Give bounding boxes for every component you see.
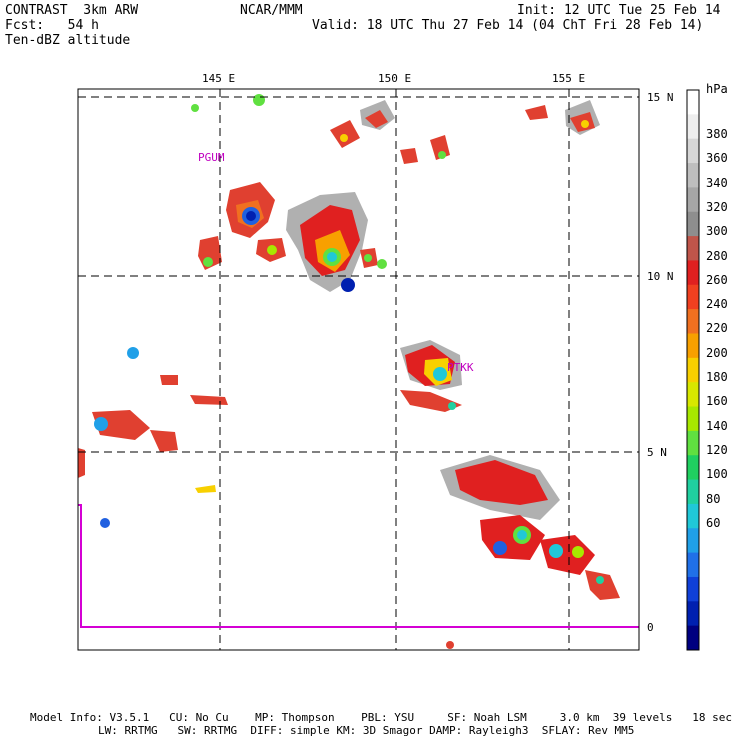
colorbar-swatch: [687, 576, 699, 602]
equator-line: [78, 504, 639, 628]
colorbar-frame: [686, 89, 700, 651]
lat-label-5: 5 N: [647, 446, 667, 459]
colorbar-swatch: [687, 528, 699, 554]
lon-label-145: 145 E: [202, 72, 235, 85]
colorbar-label: 340: [706, 175, 728, 190]
colorbar-label: 240: [706, 297, 728, 312]
colorbar-label: 280: [706, 248, 728, 263]
lat-label-15: 15 N: [647, 91, 674, 104]
colorbar-label: 80: [706, 491, 721, 506]
colorbar-swatch: [687, 236, 699, 261]
colorbar-label: 60: [706, 515, 721, 530]
header-model: CONTRAST 3km ARW: [5, 3, 139, 18]
colorbar-swatch: [687, 455, 699, 481]
colorbar-swatch: [687, 163, 699, 188]
colorbar-swatch: [687, 309, 699, 334]
header-field: Ten-dBZ altitude: [5, 33, 131, 48]
radar-echoes: [78, 94, 620, 649]
colorbar-unit: hPa: [706, 82, 728, 96]
colorbar-label: 360: [706, 151, 728, 166]
footer-line-1: Model Info: V3.5.1 CU: No Cu MP: Thompso…: [30, 711, 732, 724]
colorbar-label: 100: [706, 467, 728, 482]
colorbar-swatch: [687, 406, 699, 432]
map-frame: [77, 88, 640, 651]
colorbar-swatch: [687, 503, 699, 529]
header-forecast: Fcst: 54 h: [5, 18, 99, 33]
colorbar-swatch: [687, 211, 699, 237]
colorbar-label: 260: [706, 272, 728, 287]
colorbar-swatch: [687, 479, 699, 505]
colorbar-label: 160: [706, 394, 728, 409]
colorbar-label: 320: [706, 199, 728, 214]
weather-map: PGUM PTKK 145 E 150 E 155 E 15 N 10 N 5 …: [77, 72, 700, 651]
footer-line-2: LW: RRTMG SW: RRTMG DIFF: simple KM: 3D …: [98, 724, 635, 737]
station-label-pgum: PGUM: [198, 151, 225, 164]
lon-label-150: 150 E: [378, 72, 411, 85]
colorbar-swatch: [687, 90, 699, 115]
header-init: Init: 12 UTC Tue 25 Feb 14: [517, 3, 721, 18]
lat-label-0: 0: [647, 621, 654, 634]
colorbar-swatch: [687, 114, 699, 140]
colorbar-swatch: [687, 357, 699, 383]
lon-label-155: 155 E: [552, 72, 585, 85]
colorbar: [686, 89, 700, 651]
colorbar-swatch: [687, 187, 699, 213]
colorbar-label: 200: [706, 345, 728, 360]
colorbar-swatch: [687, 382, 699, 408]
colorbar-label: 120: [706, 442, 728, 457]
colorbar-swatch: [687, 260, 699, 286]
colorbar-swatch: [687, 552, 699, 578]
colorbar-label: 300: [706, 224, 728, 239]
colorbar-label: 180: [706, 370, 728, 384]
header-center: NCAR/MMM: [240, 3, 303, 18]
station-label-ptkk: PTKK: [447, 361, 474, 374]
colorbar-swatch: [687, 138, 699, 164]
colorbar-swatch: [687, 284, 699, 310]
colorbar-label: 220: [706, 321, 728, 336]
colorbar-swatch: [687, 625, 699, 651]
header-valid: Valid: 18 UTC Thu 27 Feb 14 (04 ChT Fri …: [312, 18, 704, 33]
colorbar-label: 380: [706, 127, 728, 141]
graticule: [78, 89, 639, 650]
colorbar-label: 140: [706, 418, 728, 433]
lat-label-10: 10 N: [647, 270, 674, 283]
colorbar-swatch: [687, 333, 699, 359]
colorbar-swatch: [687, 430, 699, 456]
colorbar-swatch: [687, 601, 699, 627]
